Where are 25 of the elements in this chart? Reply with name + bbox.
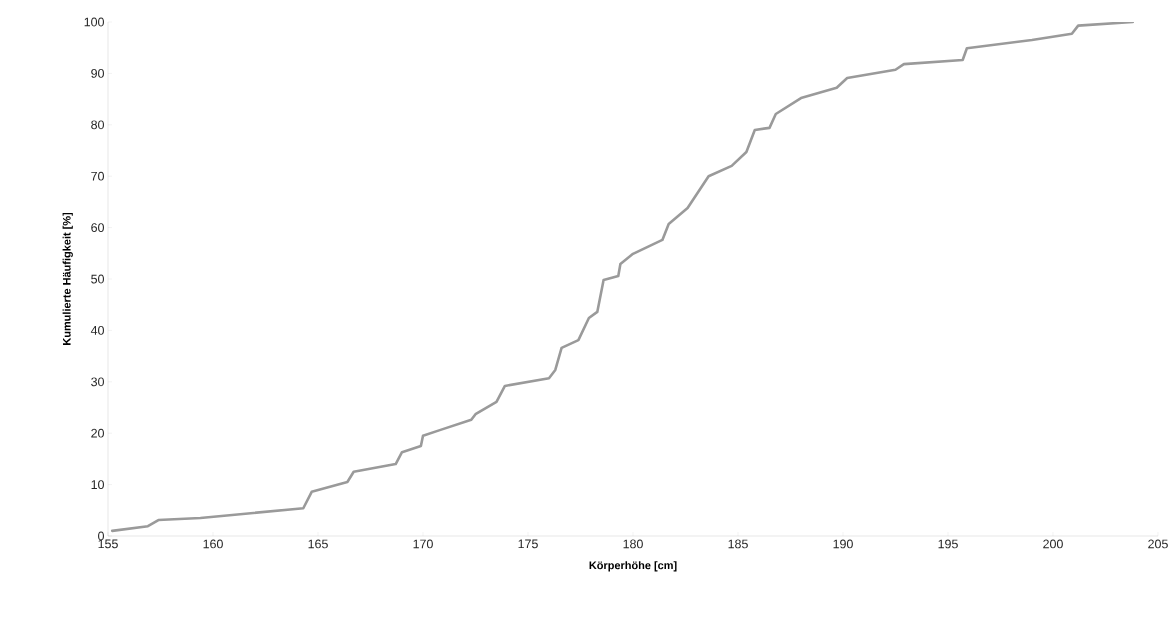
x-tick-label: 175 [518, 539, 538, 549]
x-tick-label: 180 [623, 539, 643, 549]
x-axis-title: Körperhöhe [cm] [589, 561, 677, 572]
y-tick-label: 100 [84, 17, 104, 27]
x-tick-label: 185 [728, 539, 748, 549]
x-tick-label: 200 [1043, 539, 1063, 549]
x-tick-label: 170 [413, 539, 433, 549]
y-axis-title: Kumulierte Häufigkeit [%] [62, 212, 73, 345]
y-tick-label: 60 [91, 223, 104, 233]
line-series [110, 21, 1135, 533]
x-tick-label: 155 [98, 539, 118, 549]
y-tick-label: 10 [91, 480, 104, 490]
y-tick-label: 20 [91, 428, 104, 438]
y-tick-label: 0 [98, 531, 104, 541]
x-tick-label: 190 [833, 539, 853, 549]
y-tick-label: 30 [91, 377, 104, 387]
y-tick-label: 90 [91, 68, 104, 78]
x-tick-label: 205 [1148, 539, 1168, 549]
x-tick-label: 160 [203, 539, 223, 549]
y-tick-label: 80 [91, 120, 104, 130]
y-tick-label: 70 [91, 171, 104, 181]
x-tick-label: 195 [938, 539, 958, 549]
y-tick-label: 40 [90, 326, 104, 335]
y-tick-label: 50 [91, 274, 104, 284]
x-tick-label: 165 [308, 539, 328, 549]
